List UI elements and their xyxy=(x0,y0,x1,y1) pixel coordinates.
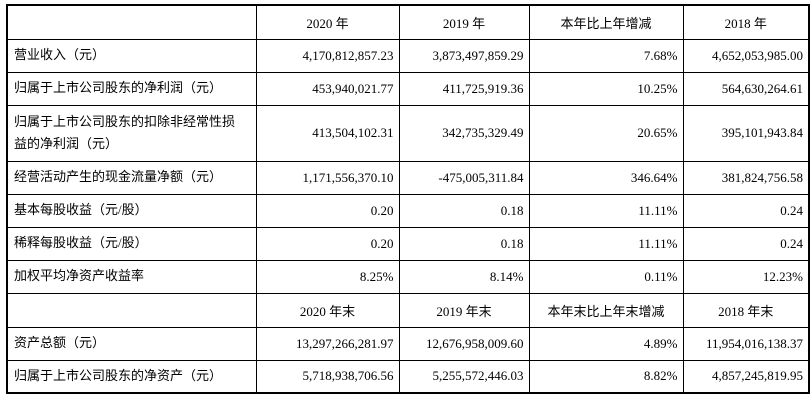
table-row-revenue: 营业收入（元） 4,170,812,857.23 3,873,497,859.2… xyxy=(6,38,810,73)
table-header-row-year: 2020 年 2019 年 本年比上年增减 2018 年 xyxy=(6,4,810,40)
header-empty-cell xyxy=(6,4,257,40)
value-2019: 3,873,497,859.29 xyxy=(398,38,530,73)
value-2020: 413,504,102.31 xyxy=(255,104,400,162)
value-change: 10.25% xyxy=(528,71,684,106)
metric-label: 稀释每股收益（元/股） xyxy=(6,226,257,261)
column-header-yoy-change: 本年比上年增减 xyxy=(528,4,684,40)
metric-label: 归属于上市公司股东的扣除非经常性损益的净利润（元） xyxy=(6,104,257,162)
value-change: 7.68% xyxy=(528,38,684,73)
value-2019-end: 5,255,572,446.03 xyxy=(398,359,530,394)
column-header-2019-end: 2019 年末 xyxy=(398,292,530,328)
value-change: 11.11% xyxy=(528,226,684,261)
value-change: 4.89% xyxy=(528,326,684,361)
value-2018: 564,630,264.61 xyxy=(682,71,810,106)
value-2019: 0.18 xyxy=(398,226,530,261)
value-2018-end: 4,857,245,819.95 xyxy=(682,359,810,394)
value-2019: 411,725,919.36 xyxy=(398,71,530,106)
column-header-2020-end: 2020 年末 xyxy=(255,292,400,328)
value-2018: 395,101,943.84 xyxy=(682,104,810,162)
table-row-net-profit-excl-nonrecurring: 归属于上市公司股东的扣除非经常性损益的净利润（元） 413,504,102.31… xyxy=(6,104,810,162)
metric-label: 资产总额（元） xyxy=(6,326,257,361)
column-header-2020: 2020 年 xyxy=(255,4,400,40)
value-2020: 1,171,556,370.10 xyxy=(255,160,400,195)
value-change: 11.11% xyxy=(528,193,684,228)
value-2018: 381,824,756.58 xyxy=(682,160,810,195)
metric-label: 基本每股收益（元/股） xyxy=(6,193,257,228)
value-change: 0.11% xyxy=(528,259,684,294)
value-2019: 8.14% xyxy=(398,259,530,294)
table-row-net-profit: 归属于上市公司股东的净利润（元） 453,940,021.77 411,725,… xyxy=(6,71,810,106)
metric-label: 归属于上市公司股东的净利润（元） xyxy=(6,71,257,106)
value-2020: 0.20 xyxy=(255,193,400,228)
value-2018-end: 11,954,016,138.37 xyxy=(682,326,810,361)
value-2020-end: 5,718,938,706.56 xyxy=(255,359,400,394)
column-header-2018-end: 2018 年末 xyxy=(682,292,810,328)
metric-label: 归属于上市公司股东的净资产（元） xyxy=(6,359,257,394)
value-2019: 0.18 xyxy=(398,193,530,228)
value-2018: 0.24 xyxy=(682,193,810,228)
value-2019: 342,735,329.49 xyxy=(398,104,530,162)
table-row-basic-eps: 基本每股收益（元/股） 0.20 0.18 11.11% 0.24 xyxy=(6,193,810,228)
metric-label: 经营活动产生的现金流量净额（元） xyxy=(6,160,257,195)
value-change: 346.64% xyxy=(528,160,684,195)
table-row-total-assets: 资产总额（元） 13,297,266,281.97 12,676,958,009… xyxy=(6,326,810,361)
value-2019: -475,005,311.84 xyxy=(398,160,530,195)
value-2018: 4,652,053,985.00 xyxy=(682,38,810,73)
header-empty-cell xyxy=(6,292,257,328)
table-header-row-yearend: 2020 年末 2019 年末 本年末比上年末增减 2018 年末 xyxy=(6,292,810,328)
table-row-diluted-eps: 稀释每股收益（元/股） 0.20 0.18 11.11% 0.24 xyxy=(6,226,810,261)
column-header-2018: 2018 年 xyxy=(682,4,810,40)
table-row-net-assets: 归属于上市公司股东的净资产（元） 5,718,938,706.56 5,255,… xyxy=(6,359,810,394)
value-2018: 12.23% xyxy=(682,259,810,294)
value-2018: 0.24 xyxy=(682,226,810,261)
column-header-2019: 2019 年 xyxy=(398,4,530,40)
value-2020: 0.20 xyxy=(255,226,400,261)
value-2020: 453,940,021.77 xyxy=(255,71,400,106)
value-change: 8.82% xyxy=(528,359,684,394)
table-row-operating-cash-flow: 经营活动产生的现金流量净额（元） 1,171,556,370.10 -475,0… xyxy=(6,160,810,195)
key-financials-table: 2020 年 2019 年 本年比上年增减 2018 年 营业收入（元） 4,1… xyxy=(6,4,810,394)
value-2020: 4,170,812,857.23 xyxy=(255,38,400,73)
value-2020: 8.25% xyxy=(255,259,400,294)
column-header-yearend-change: 本年末比上年末增减 xyxy=(528,292,684,328)
table-row-weighted-avg-roe: 加权平均净资产收益率 8.25% 8.14% 0.11% 12.23% xyxy=(6,259,810,294)
value-2020-end: 13,297,266,281.97 xyxy=(255,326,400,361)
metric-label: 加权平均净资产收益率 xyxy=(6,259,257,294)
value-change: 20.65% xyxy=(528,104,684,162)
value-2019-end: 12,676,958,009.60 xyxy=(398,326,530,361)
metric-label: 营业收入（元） xyxy=(6,38,257,73)
